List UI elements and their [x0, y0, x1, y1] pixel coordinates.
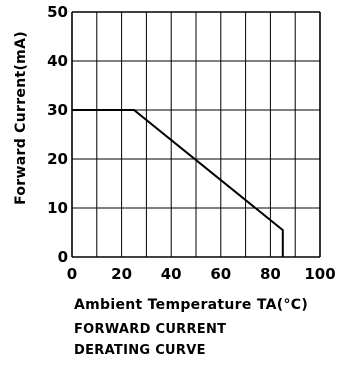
x-tick-label: 80	[260, 265, 281, 283]
y-tick-label: 20	[47, 150, 68, 168]
x-axis-title: Ambient Temperature TA(°C)	[74, 297, 309, 313]
chart-grid	[71, 11, 321, 258]
caption-line-2: DERATING CURVE	[74, 343, 206, 358]
x-tick-label: 60	[210, 265, 231, 283]
series-line	[72, 109, 284, 257]
chart-series	[72, 109, 284, 257]
y-axis-title-text: Forward Current(mA)	[13, 31, 29, 205]
y-tick-label: 50	[47, 3, 68, 21]
chart-tick-labels: 0 20 40 60 80 100 0 10 20 30 40 50	[47, 3, 336, 283]
y-tick-label: 30	[47, 101, 68, 119]
x-tick-label: 100	[304, 265, 335, 283]
x-tick-label: 0	[67, 265, 77, 283]
y-tick-label: 10	[47, 199, 68, 217]
y-tick-label: 40	[47, 52, 68, 70]
x-tick-label: 20	[111, 265, 132, 283]
x-tick-label: 40	[161, 265, 182, 283]
y-tick-label: 0	[58, 248, 68, 266]
caption-line-1: FORWARD CURRENT	[74, 322, 227, 337]
